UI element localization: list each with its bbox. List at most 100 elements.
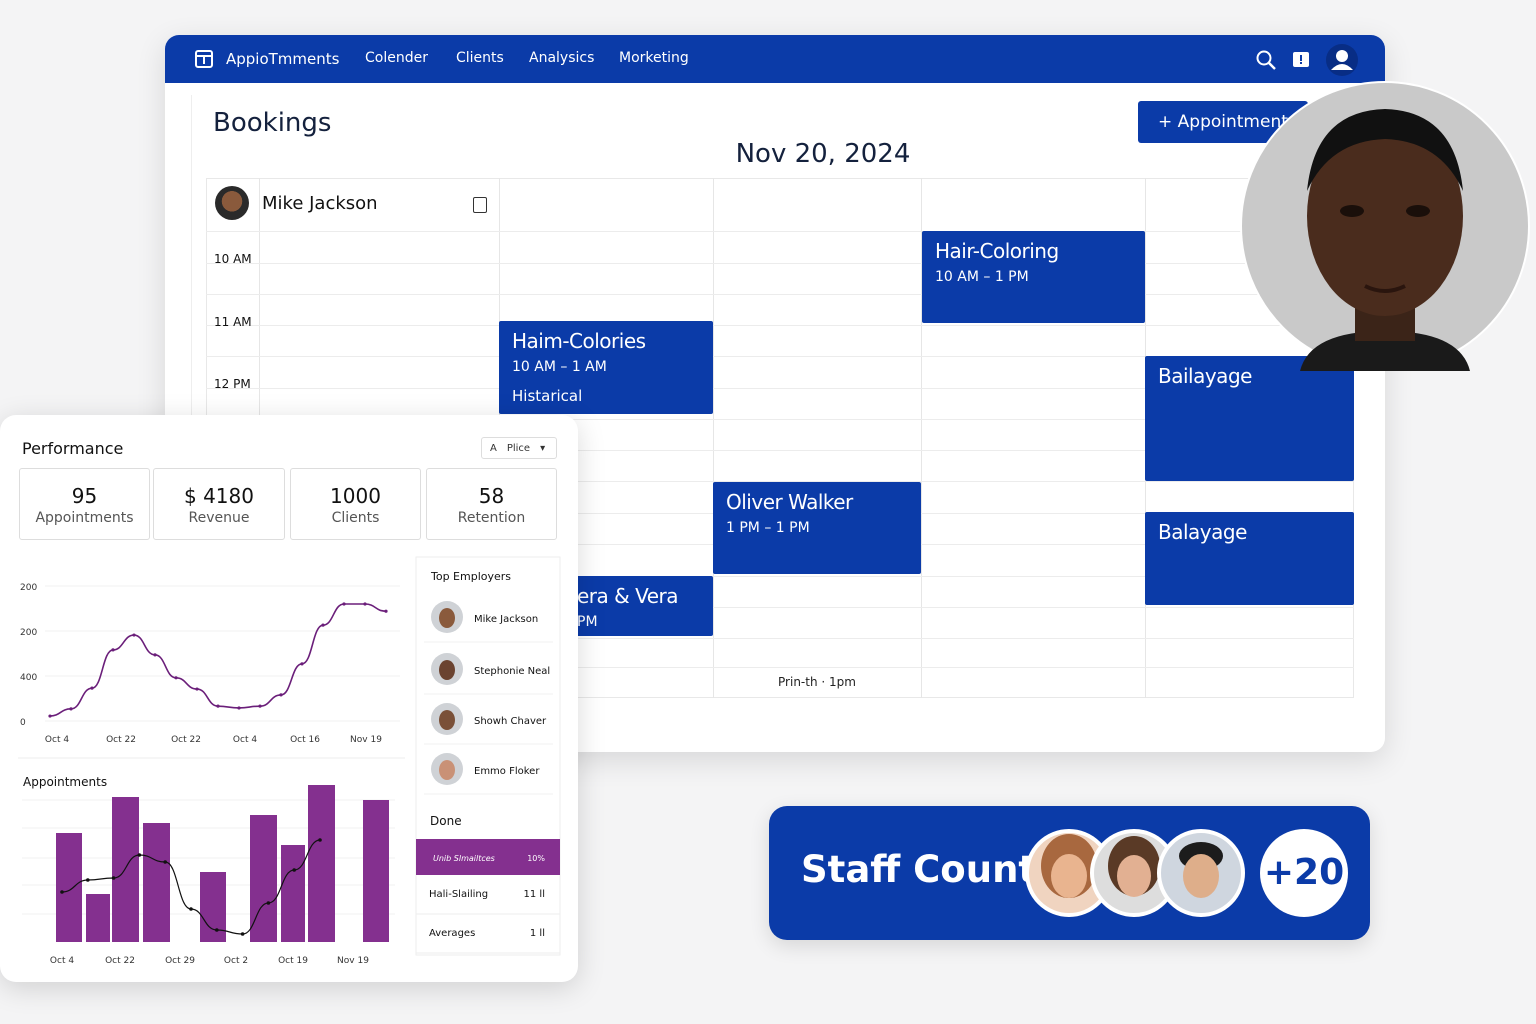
line-point bbox=[132, 633, 136, 637]
staff-extra: +20 bbox=[1260, 829, 1348, 917]
page-title: Bookings bbox=[213, 108, 332, 138]
appointment-block[interactable]: Oliver Walker 1 PM – 1 PM bbox=[713, 482, 921, 574]
line-point bbox=[90, 686, 94, 690]
nav-bar: AppioTmments Colender Clients Analysics … bbox=[165, 35, 1385, 83]
x-tick-label: Nov 19 bbox=[350, 735, 382, 745]
filter-dropdown[interactable]: A Plice ▾ bbox=[481, 437, 557, 459]
stat-label: Clients bbox=[331, 510, 380, 526]
appointment-time: 10 AM – 1 PM bbox=[935, 269, 1029, 285]
grid-row-line bbox=[206, 576, 1354, 577]
bar bbox=[308, 785, 335, 942]
appointment-title: era & Vera bbox=[577, 584, 679, 608]
appointment-time: PM bbox=[577, 614, 598, 630]
time-label: 11 AM bbox=[214, 315, 252, 329]
appointment-note: Histarical bbox=[512, 387, 583, 405]
stat-value: 58 bbox=[478, 484, 505, 508]
profile-photo bbox=[1240, 81, 1530, 371]
trend-point bbox=[240, 932, 245, 936]
x-tick-label: Oct 29 bbox=[165, 956, 195, 966]
panel-title: Top Employers bbox=[430, 570, 511, 583]
grid-row-line bbox=[206, 667, 1354, 668]
bar bbox=[200, 872, 226, 942]
row-value: 11 ll bbox=[524, 889, 545, 900]
search-icon[interactable] bbox=[1255, 49, 1277, 71]
x-tick-label: Oct 4 bbox=[45, 735, 69, 745]
appointment-block[interactable]: Hair-Coloring 10 AM – 1 PM bbox=[922, 231, 1145, 323]
x-tick-label: Oct 22 bbox=[106, 735, 136, 745]
charts: 0 400 200 200 Oct 4 Oct 22 Oct 22 Oct 4 Oct 16 No… bbox=[18, 556, 561, 966]
bar bbox=[56, 833, 82, 942]
appointment-title: Hair-Coloring bbox=[935, 239, 1059, 263]
line-point bbox=[363, 602, 367, 606]
line-point bbox=[300, 662, 304, 666]
employee-name: Emmo Floker bbox=[474, 766, 540, 777]
employee-name: Stephonie Neal bbox=[474, 666, 550, 677]
line-point bbox=[153, 653, 157, 657]
stat-label: Appointments bbox=[35, 510, 134, 526]
grid-row-line bbox=[206, 325, 1354, 326]
footer-note: Prin-th · 1pm bbox=[778, 675, 856, 689]
employee-face bbox=[439, 760, 455, 780]
appointment-title: Bailayage bbox=[1158, 364, 1252, 388]
x-tick-label: Nov 19 bbox=[337, 956, 369, 966]
grid-column-line bbox=[713, 178, 714, 698]
appointment-block[interactable]: Bailayage bbox=[1145, 356, 1354, 481]
card-title: Performance bbox=[22, 439, 124, 458]
bar bbox=[281, 845, 305, 942]
bar bbox=[86, 894, 110, 942]
bar bbox=[112, 797, 139, 942]
line-series bbox=[49, 603, 387, 717]
trend-point bbox=[60, 890, 64, 894]
x-tick-label: Oct 4 bbox=[233, 735, 257, 745]
trend-point bbox=[292, 868, 297, 872]
trend-point bbox=[189, 907, 193, 911]
y-tick-label: 200 bbox=[20, 628, 37, 638]
trend-point bbox=[163, 860, 167, 864]
nav-item[interactable]: Clients bbox=[456, 50, 504, 66]
line-point bbox=[69, 707, 73, 711]
nav-item[interactable]: Colender bbox=[365, 50, 428, 66]
appointment-block[interactable]: Balayage bbox=[1145, 512, 1354, 605]
brand[interactable]: AppioTmments bbox=[226, 50, 340, 68]
performance-card: Performance A Plice ▾ 95 Appointments $ 4180… bbox=[0, 415, 578, 982]
alert-icon[interactable] bbox=[1291, 49, 1311, 69]
staff-count-title: Staff Count bbox=[801, 848, 1037, 891]
x-tick-label: Oct 2 bbox=[224, 956, 248, 966]
chart-title: Appointments bbox=[23, 775, 107, 789]
line-point bbox=[48, 714, 52, 718]
time-label: 10 AM bbox=[214, 252, 252, 266]
grid-row-line bbox=[206, 388, 1354, 389]
nav-item[interactable]: Analysics bbox=[529, 50, 595, 66]
line-point bbox=[384, 609, 388, 613]
trend-point bbox=[215, 928, 219, 932]
appointment-title: Balayage bbox=[1158, 520, 1247, 544]
row-label: Hali-Slailing bbox=[429, 889, 488, 900]
stat-box: $ 4180 Revenue bbox=[153, 468, 285, 540]
x-tick-label: Oct 19 bbox=[278, 956, 308, 966]
employee-name: Mike Jackson bbox=[474, 614, 538, 625]
appointment-time: 10 AM – 1 AM bbox=[512, 359, 607, 375]
line-point bbox=[216, 704, 220, 708]
employee-name: Showh Chaver bbox=[474, 716, 547, 727]
line-point bbox=[111, 648, 115, 652]
grid-row-line bbox=[206, 231, 1354, 232]
stat-label: Revenue bbox=[188, 510, 250, 526]
appointment-block[interactable]: Haim-Colories 10 AM – 1 AM Histarical bbox=[499, 321, 713, 414]
grid-row-line bbox=[206, 638, 1354, 639]
grid-row-line bbox=[206, 607, 1354, 608]
trend-point bbox=[86, 878, 90, 882]
stat-value: 1000 bbox=[330, 484, 381, 508]
staff-calendar-icon[interactable] bbox=[473, 197, 487, 213]
date-heading: Nov 20, 2024 bbox=[735, 139, 911, 169]
filter-text: Plice bbox=[506, 443, 531, 454]
nav-item[interactable]: Morketing bbox=[619, 50, 689, 66]
x-tick-label: Oct 22 bbox=[171, 735, 201, 745]
staff-count-card: Staff Count +20 bbox=[769, 806, 1370, 940]
x-tick-label: Oct 22 bbox=[105, 956, 135, 966]
trend-point bbox=[137, 853, 142, 857]
appointment-title: Haim-Colories bbox=[512, 329, 646, 353]
stat-box: 58 Retention bbox=[426, 468, 557, 540]
profile-icon[interactable] bbox=[1325, 43, 1359, 77]
staff-avatar bbox=[215, 186, 249, 220]
staff-avatars bbox=[1025, 829, 1245, 917]
